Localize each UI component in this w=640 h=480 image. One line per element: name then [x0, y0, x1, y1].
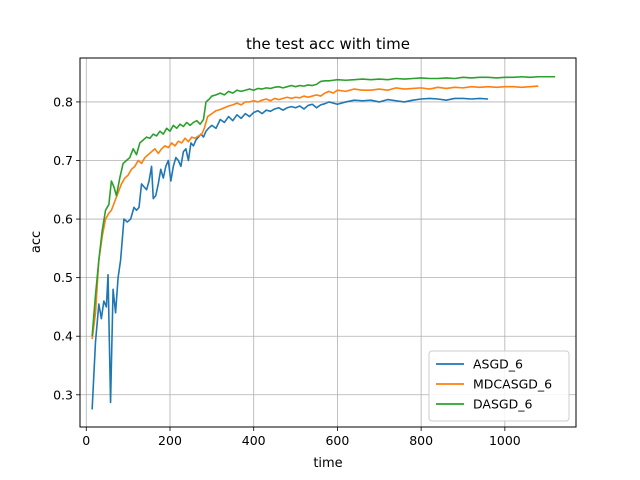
y-tick-label: 0.4 [53, 329, 73, 344]
y-tick-label: 0.7 [53, 153, 73, 168]
x-tick-label: 400 [242, 433, 266, 448]
axis-ticks: 0 200 400 600 800 1000 0.3 0.4 0.5 0.6 0.7 0.8 [53, 94, 521, 448]
series-line-dasgd-6 [91, 75, 556, 337]
y-tick-label: 0.5 [53, 270, 73, 285]
y-tick-label: 0.3 [53, 387, 73, 402]
gridlines [80, 58, 576, 427]
series-line-mdcasgd-6 [91, 85, 539, 340]
legend-label: MDCASGD_6 [473, 377, 552, 392]
chart-title: the test acc with time [246, 35, 410, 53]
legend-label: DASGD_6 [473, 397, 532, 412]
plot-frame [79, 57, 577, 428]
legend: ASGD_6 MDCASGD_6 DASGD_6 [428, 350, 570, 422]
series-lines [91, 75, 556, 410]
legend-label: ASGD_6 [473, 357, 523, 372]
series-line-asgd-6 [91, 97, 489, 410]
x-axis-label: time [313, 456, 342, 471]
x-tick-label: 800 [409, 433, 433, 448]
y-axis-label: acc [29, 231, 44, 253]
x-tick-label: 600 [325, 433, 349, 448]
y-tick-label: 0.8 [53, 94, 73, 109]
x-tick-label: 200 [158, 433, 182, 448]
y-tick-label: 0.6 [53, 212, 73, 227]
x-tick-label: 1000 [489, 433, 521, 448]
x-tick-label: 0 [82, 433, 90, 448]
